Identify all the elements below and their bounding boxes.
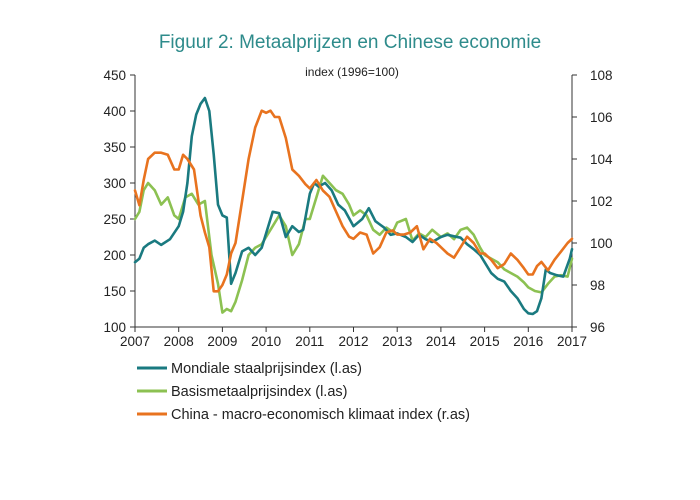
chart-title: Figuur 2: Metaalprijzen en Chinese econo…: [159, 32, 541, 53]
y-left-tick-label: 100: [103, 320, 126, 335]
x-tick-label: 2013: [382, 334, 412, 349]
x-tick-label: 2010: [251, 334, 281, 349]
y-left-tick-label: 400: [103, 104, 126, 119]
x-tick-label: 2011: [295, 334, 324, 349]
x-tick-label: 2009: [207, 334, 237, 349]
y-right-tick-label: 104: [590, 152, 613, 167]
x-tick-label: 2014: [426, 334, 457, 349]
y-right-tick-label: 108: [590, 68, 613, 83]
x-tick-label: 2012: [338, 334, 368, 349]
legend-label: Mondiale staalprijsindex (l.as): [171, 361, 362, 377]
y-left-tick-label: 150: [103, 284, 126, 299]
x-tick-label: 2015: [470, 334, 500, 349]
y-left-tick-label: 350: [103, 140, 126, 155]
series-line-1: [133, 96, 574, 316]
y-right-tick-label: 100: [590, 236, 613, 251]
y-right-tick-label: 106: [590, 110, 613, 125]
y-right-tick-label: 96: [590, 320, 605, 335]
legend-label: Basismetaalprijsindex (l.as): [171, 384, 347, 400]
x-tick-label: 2016: [513, 334, 543, 349]
chart-subtitle: index (1996=100): [305, 65, 399, 79]
x-tick-label: 2008: [164, 334, 194, 349]
legend: Mondiale staalprijsindex (l.as) Basismeta…: [137, 361, 470, 423]
y-left-tick-label: 450: [103, 68, 126, 83]
x-tick-label: 2017: [557, 334, 587, 349]
axes: 100 150 200 250 300 350 400 450 96 98 100 102 104 106…: [103, 68, 613, 349]
y-left-tick-label: 200: [103, 248, 126, 263]
y-right-tick-label: 102: [590, 194, 613, 209]
series-line-2: [133, 174, 574, 314]
legend-label: China - macro-economisch klimaat index (…: [171, 407, 470, 423]
series-line-3: [133, 109, 574, 293]
y-right-tick-label: 98: [590, 278, 605, 293]
series-lines: [133, 96, 574, 316]
y-left-tick-label: 250: [103, 212, 126, 227]
y-left-tick-label: 300: [103, 176, 126, 191]
x-tick-label: 2007: [120, 334, 150, 349]
